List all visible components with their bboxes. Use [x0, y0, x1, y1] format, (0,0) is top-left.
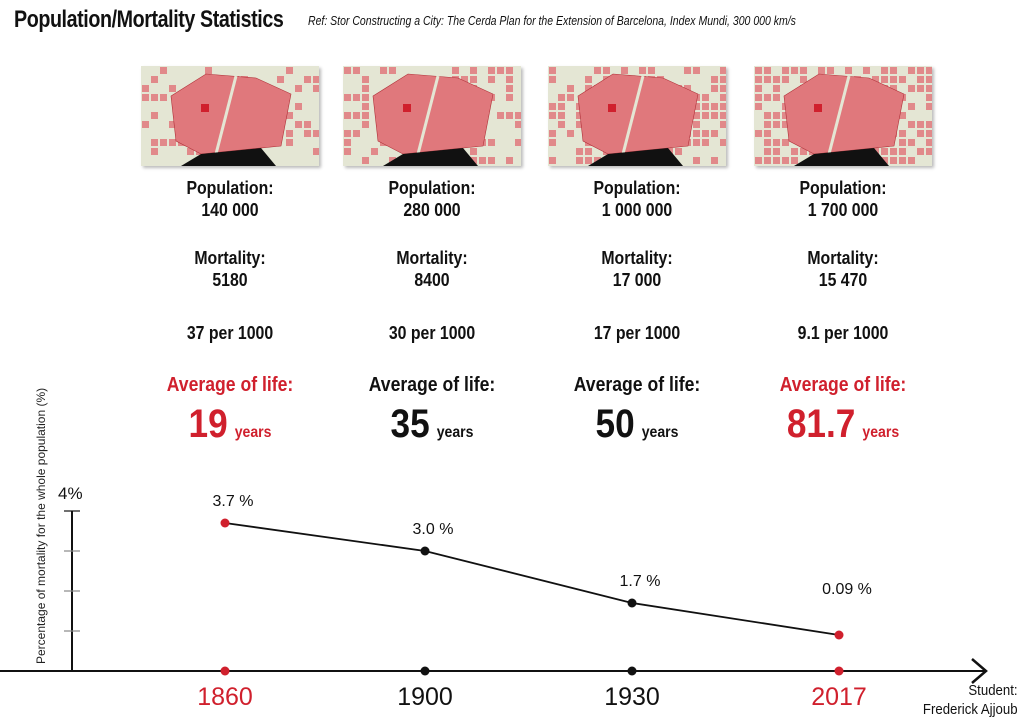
- population-label: Population:: [799, 178, 887, 198]
- mortality-rate: 9.1 per 1000: [797, 323, 889, 343]
- population-label: Population:: [186, 178, 274, 198]
- mortality-value: 17 000: [612, 270, 662, 290]
- population-value: 1 000 000: [601, 200, 673, 220]
- mortality-label: Mortality:: [807, 248, 879, 268]
- map-graphic: [343, 66, 521, 166]
- avg-life-label: Average of life:: [166, 374, 294, 396]
- page-title: Population/Mortality Statistics: [14, 6, 284, 33]
- y-axis-label: Percentage of mortality for the whole po…: [34, 387, 48, 664]
- avg-life-unit: years: [641, 424, 679, 441]
- y-axis-top-label: 4%: [58, 484, 83, 503]
- avg-life-number: 35: [390, 402, 430, 446]
- chart-marks: 3.7 % 1860 3.0 % 1900 1.7 % 1930 0.09 % 2017: [197, 493, 872, 711]
- mortality-label: Mortality:: [601, 248, 673, 268]
- period-column-1900: Population: 280 000 Mortality: 8400 30 p…: [337, 66, 527, 444]
- student-credit: Student: Frederick Ajjoub: [923, 681, 1018, 719]
- period-column-2017: Population: 1 700 000 Mortality: 15 470 …: [748, 66, 938, 444]
- data-point-1930: [627, 598, 637, 608]
- x-tick-dot-1860: [220, 666, 230, 676]
- map-graphic: [548, 66, 726, 166]
- map-graphic: [141, 66, 319, 166]
- population-label: Population:: [593, 178, 681, 198]
- x-tick-label-2017: 2017: [811, 683, 867, 711]
- data-point-1900: [420, 546, 430, 556]
- student-name: Frederick Ajjoub: [923, 701, 1018, 718]
- avg-life-unit: years: [436, 424, 474, 441]
- period-column-1860: Population: 140 000 Mortality: 5180 37 p…: [135, 66, 325, 444]
- data-label-1930: 1.7 %: [620, 573, 661, 590]
- avg-life-value: 19 years: [146, 404, 313, 444]
- avg-life-number: 50: [595, 402, 635, 446]
- mortality-rate: 37 per 1000: [186, 323, 274, 343]
- avg-life-value: 50 years: [553, 404, 720, 444]
- map-image-1860: [141, 66, 319, 166]
- map-image-1900: [343, 66, 521, 166]
- student-label: Student:: [968, 682, 1018, 699]
- data-point-2017: [834, 630, 844, 640]
- avg-life-unit: years: [862, 424, 900, 441]
- map-graphic: [754, 66, 932, 166]
- x-tick-label-1860: 1860: [197, 683, 253, 711]
- mortality-rate: 17 per 1000: [593, 323, 681, 343]
- period-column-1930: Population: 1 000 000 Mortality: 17 000 …: [542, 66, 732, 444]
- data-point-1860: [220, 518, 230, 528]
- mortality-value: 5180: [212, 270, 248, 290]
- avg-life-label: Average of life:: [368, 374, 496, 396]
- population-value: 1 700 000: [807, 200, 879, 220]
- population-value: 280 000: [403, 200, 461, 220]
- x-tick-label-1900: 1900: [397, 683, 453, 711]
- reference-text: Ref: Stor Constructing a City: The Cerda…: [308, 14, 796, 28]
- avg-life-value: 81.7 years: [759, 404, 926, 444]
- mortality-label: Mortality:: [396, 248, 468, 268]
- avg-life-value: 35 years: [348, 404, 515, 444]
- map-image-1930: [548, 66, 726, 166]
- avg-life-number: 19: [188, 402, 228, 446]
- data-label-2017: 0.09 %: [822, 581, 872, 598]
- population-value: 140 000: [201, 200, 259, 220]
- population-label: Population:: [388, 178, 476, 198]
- mortality-label: Mortality:: [194, 248, 266, 268]
- avg-life-label: Average of life:: [779, 374, 907, 396]
- mortality-value: 15 470: [818, 270, 868, 290]
- chart-axes: 4%: [0, 484, 988, 684]
- x-axis-arrow-icon: [971, 658, 988, 684]
- data-label-1860: 3.7 %: [213, 493, 254, 510]
- avg-life-label: Average of life:: [573, 374, 701, 396]
- x-tick-dot-1930: [627, 666, 637, 676]
- x-tick-label-1930: 1930: [604, 683, 660, 711]
- map-image-2017: [754, 66, 932, 166]
- mortality-value: 8400: [414, 270, 450, 290]
- x-tick-dot-2017: [834, 666, 844, 676]
- series-line: [224, 522, 840, 636]
- avg-life-number: 81.7: [786, 402, 856, 446]
- mortality-rate: 30 per 1000: [388, 323, 476, 343]
- data-label-1900: 3.0 %: [413, 521, 454, 538]
- x-tick-dot-1900: [420, 666, 430, 676]
- avg-life-unit: years: [234, 424, 272, 441]
